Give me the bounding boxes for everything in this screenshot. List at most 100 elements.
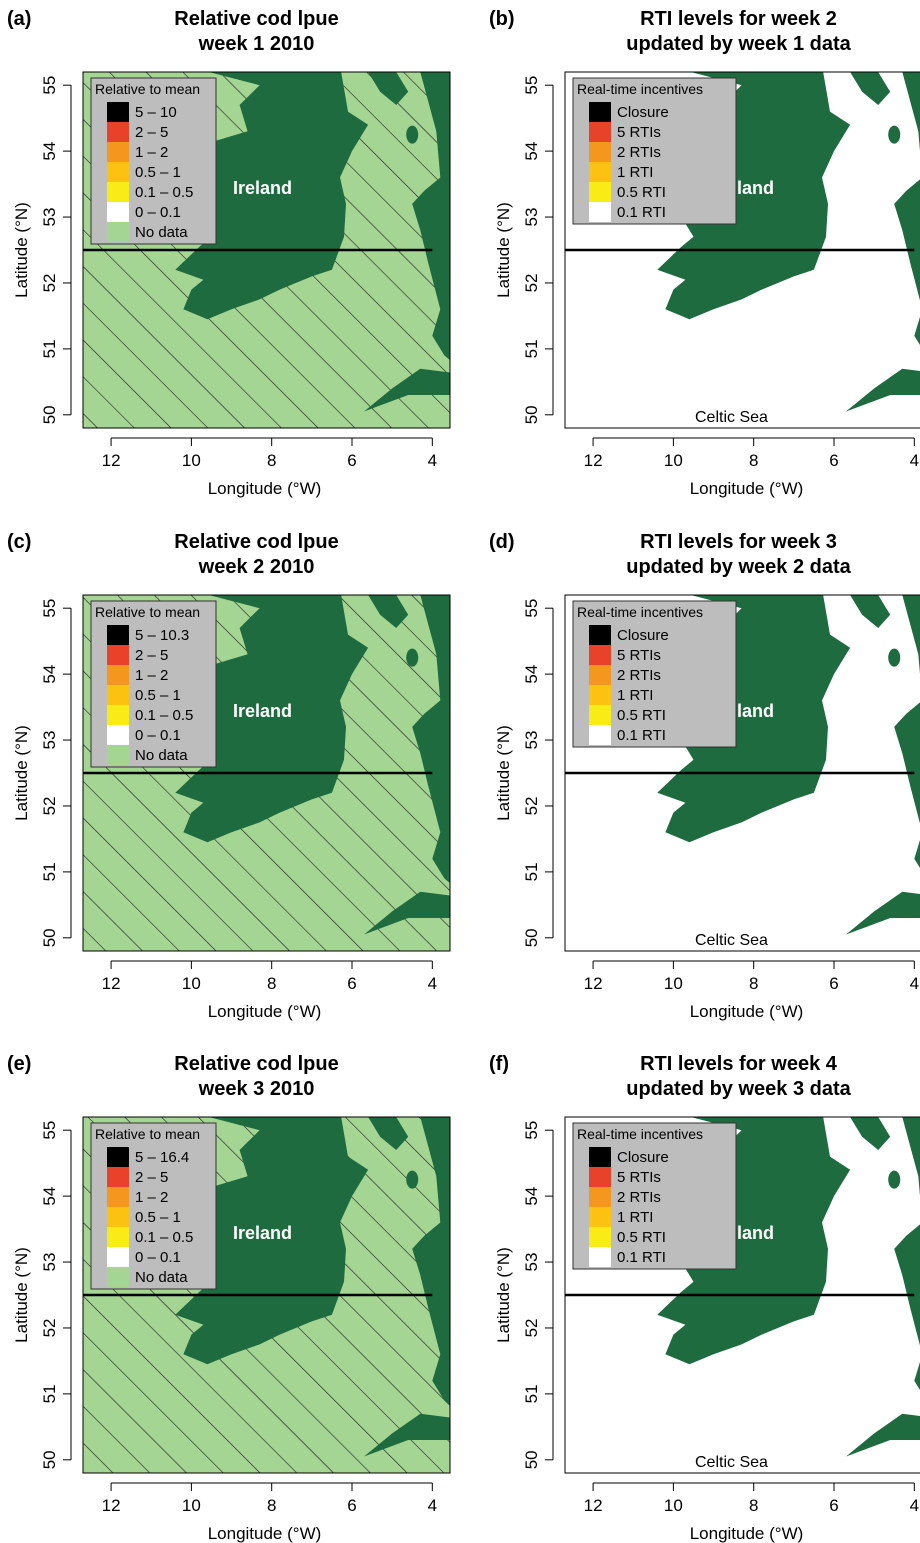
legend-label: 0.1 – 0.5 [135,184,193,201]
legend-label: 1 RTI [617,1209,653,1226]
x-axis-label: Longitude (°W) [208,479,322,498]
legend-swatch [589,725,611,745]
cornwall-landmass [364,1413,450,1457]
legend-label: 5 RTIs [617,647,661,664]
y-tick-label: 53 [40,731,59,750]
y-tick-label: 51 [40,862,59,881]
x-axis: 12 10 8 6 4 Longitude (°W) [584,437,919,498]
ireland-landmass [657,1117,851,1365]
panel-title-line2: week 3 2010 [198,1078,315,1100]
x-tick-label: 10 [182,451,201,470]
cornwall-landmass [364,368,450,412]
legend-swatch [107,705,129,725]
y-tick-label: 52 [40,797,59,816]
great-britain-landmass [894,72,920,346]
legend-label: No data [135,1269,188,1286]
legend-swatch [107,685,129,705]
x-tick-label: 6 [829,1496,838,1515]
map-frame [564,71,920,429]
y-tick-label: 53 [40,208,59,227]
legend-swatch [107,1187,129,1207]
map-frame [82,594,451,952]
land-group [565,1117,920,1457]
isle-of-man [888,648,901,667]
legend: Real-time incentives Closure 5 RTIs 2 RTIs 1… [572,77,737,225]
y-tick-label: 52 [40,1319,59,1338]
panel-b: (b) RTI levels for week 2 updated by week … [489,8,920,498]
panel-title-line2: updated by week 3 data [626,1078,851,1100]
x-tick-label: 10 [182,1496,201,1515]
y-tick-label: 55 [522,1121,541,1140]
x-tick-label: 4 [910,1496,919,1515]
land-group [83,595,450,935]
y-tick-label: 54 [40,665,59,684]
legend-swatch [589,1227,611,1247]
legend-label: 0.1 RTI [617,204,666,221]
x-tick-label: 12 [584,974,603,993]
x-tick-label: 12 [102,1496,121,1515]
legend: Relative to mean 5 – 10 2 – 5 1 – 2 0.5 – 1 0… [90,77,217,245]
y-axis-label: Latitude (°N) [12,202,31,298]
x-tick-label: 6 [347,451,356,470]
irish-sea-label-2: Sea [860,698,891,717]
legend-label: 0.5 RTI [617,184,666,201]
x-axis-label: Longitude (°W) [690,479,804,498]
y-tick-label: 52 [522,1319,541,1338]
y-tick-label: 54 [522,142,541,161]
y-tick-label: 54 [522,1187,541,1206]
y-axis: 50 51 52 53 54 55 Latitude (°N) [12,599,72,947]
x-tick-label: 10 [664,451,683,470]
y-axis-label: Latitude (°N) [12,725,31,821]
legend-label: 0 – 0.1 [135,204,181,221]
x-tick-label: 8 [749,451,758,470]
panel-a: (a) Relative cod lpue week 1 2010 Ireland Re… [7,8,451,498]
y-tick-label: 50 [522,1450,541,1469]
legend-swatch [589,1207,611,1227]
legend-swatch [107,745,129,765]
legend-label: No data [135,747,188,764]
legend-label: 0.5 – 1 [135,164,181,181]
legend: Relative to mean 5 – 16.4 2 – 5 1 – 2 0.5 – … [90,1122,217,1290]
panel-tag: (e) [7,1053,31,1075]
y-tick-label: 54 [40,142,59,161]
x-axis: 12 10 8 6 4 Longitude (°W) [102,437,437,498]
x-tick-label: 12 [102,974,121,993]
y-tick-label: 51 [522,339,541,358]
legend-swatch [589,182,611,202]
legend-label: 0.1 – 0.5 [135,1229,193,1246]
legend-swatch [107,162,129,182]
legend-title: Real-time incentives [577,604,703,620]
land-group [83,72,450,412]
x-axis-label: Longitude (°W) [208,1002,322,1021]
scotland-landmass [368,595,409,628]
x-tick-label: 12 [102,451,121,470]
legend-swatch [589,142,611,162]
legend-label: 5 – 16.4 [135,1149,189,1166]
land-group [565,595,920,935]
x-axis: 12 10 8 6 4 Longitude (°W) [584,960,919,1021]
ireland-landmass [657,595,851,843]
legend-label: 2 RTIs [617,1189,661,1206]
map-frame [564,594,920,952]
legend-swatch [589,1167,611,1187]
ireland-label: Ireland [233,701,292,721]
legend-label: Closure [617,627,669,644]
legend-swatch [107,645,129,665]
y-tick-label: 50 [522,405,541,424]
x-tick-label: 10 [664,1496,683,1515]
map-frame [82,1116,451,1474]
y-tick-label: 55 [40,76,59,95]
panel-e: (e) Relative cod lpue week 3 2010 Ireland Re… [7,1053,451,1543]
legend-label: Closure [617,104,669,121]
legend-swatch [107,182,129,202]
legend-label: 5 RTIs [617,124,661,141]
x-axis-label: Longitude (°W) [690,1524,804,1543]
y-tick-label: 54 [522,665,541,684]
x-tick-label: 10 [664,974,683,993]
x-tick-label: 8 [749,1496,758,1515]
legend-label: Closure [617,1149,669,1166]
legend-swatch [107,102,129,122]
x-tick-label: 6 [347,974,356,993]
y-tick-label: 50 [522,928,541,947]
